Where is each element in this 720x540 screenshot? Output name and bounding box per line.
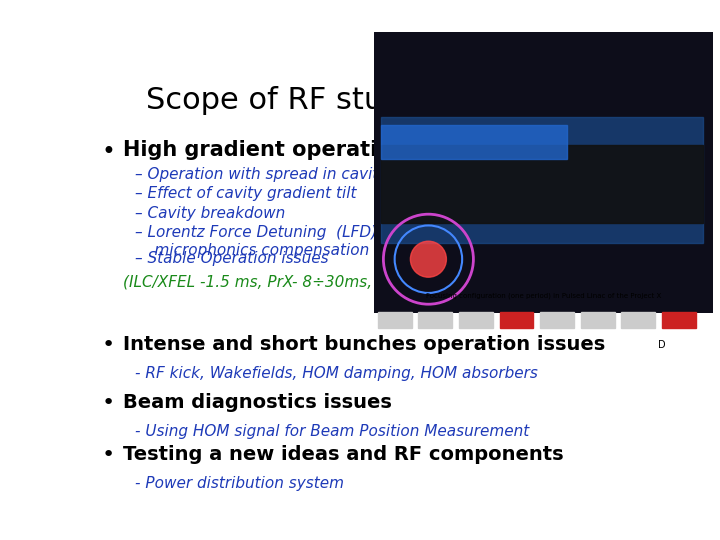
- Bar: [621, 312, 655, 328]
- Text: – Cavity breakdown: – Cavity breakdown: [135, 206, 285, 221]
- Bar: [381, 117, 703, 243]
- Text: Focusing configuration (one period) in Pulsed Linac of the Project X: Focusing configuration (one period) in P…: [426, 293, 661, 299]
- Bar: [378, 312, 412, 328]
- Bar: [540, 312, 574, 328]
- Bar: [662, 312, 696, 328]
- Text: - Using HOM signal for Beam Position Measurement: - Using HOM signal for Beam Position Mea…: [135, 424, 529, 440]
- Text: •: •: [101, 393, 114, 413]
- Bar: [381, 145, 703, 224]
- Text: (ILC/XFEL -1.5 ms, PrX- 8÷30ms, NGLS – CW ,: (ILC/XFEL -1.5 ms, PrX- 8÷30ms, NGLS – C…: [124, 275, 472, 290]
- Text: High gradient operation Issues:: High gradient operation Issues:: [124, 140, 497, 160]
- Text: •: •: [101, 335, 114, 355]
- Text: – Effect of cavity gradient tilt: – Effect of cavity gradient tilt: [135, 186, 356, 201]
- Text: Testing a new ideas and RF components: Testing a new ideas and RF components: [124, 446, 564, 464]
- Circle shape: [410, 241, 446, 277]
- Text: - RF kick, Wakefields, HOM damping, HOM absorbers: - RF kick, Wakefields, HOM damping, HOM …: [135, 366, 538, 381]
- Bar: [459, 312, 492, 328]
- Text: D: D: [658, 340, 666, 350]
- Bar: [581, 312, 615, 328]
- Text: F: F: [497, 340, 503, 350]
- Text: Intense and short bunches operation issues: Intense and short bunches operation issu…: [124, 335, 606, 354]
- Text: Beam diagnostics issues: Beam diagnostics issues: [124, 393, 392, 412]
- Text: Scope of RF studies: Scope of RF studies: [145, 85, 446, 114]
- Text: - Power distribution system: - Power distribution system: [135, 476, 343, 491]
- Text: – Stable Operation issues: – Stable Operation issues: [135, 251, 328, 266]
- Bar: [500, 312, 534, 328]
- Text: – Operation with spread in cavity gradient: – Operation with spread in cavity gradie…: [135, 167, 456, 181]
- Bar: [418, 312, 452, 328]
- Text: •: •: [101, 446, 114, 465]
- Text: •: •: [101, 140, 115, 164]
- Bar: [381, 125, 567, 159]
- Text: – Lorentz Force Detuning  (LFD) and
    microphonics compensation: – Lorentz Force Detuning (LFD) and micro…: [135, 225, 410, 258]
